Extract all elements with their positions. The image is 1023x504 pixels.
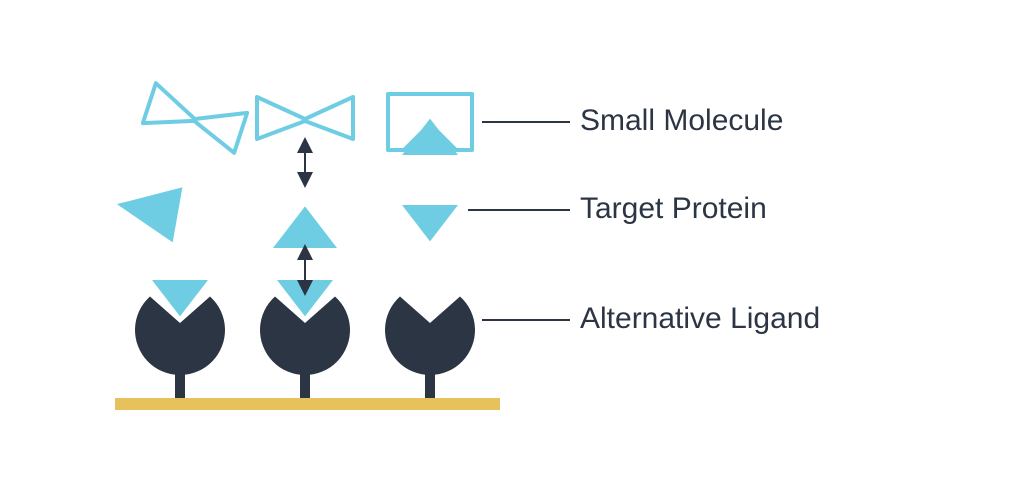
receptor-icon — [385, 296, 475, 398]
target-triangle-free-1 — [112, 177, 182, 243]
label-target-protein: Target Protein — [580, 192, 767, 226]
small-molecule-chevron-2 — [257, 97, 353, 139]
diagram-svg — [0, 0, 1023, 504]
target-triangle-up-2 — [273, 206, 337, 248]
small-molecule-chevron-1 — [143, 83, 247, 153]
base-bar — [115, 398, 500, 410]
label-small-molecule: Small Molecule — [580, 104, 783, 138]
diagram-canvas: Small Molecule Target Protein Alternativ… — [0, 0, 1023, 504]
target-triangle-captured-3 — [402, 119, 458, 155]
label-alternative-ligand: Alternative Ligand — [580, 302, 820, 336]
target-triangle-free-3 — [402, 205, 458, 241]
